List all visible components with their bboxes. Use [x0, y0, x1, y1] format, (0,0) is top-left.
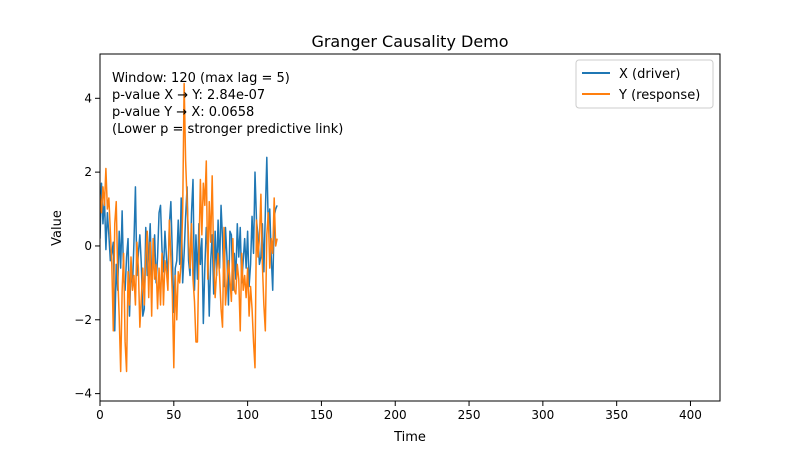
x-tick-label: 300: [531, 408, 554, 422]
x-tick-label: 200: [384, 408, 407, 422]
plot-frame: [99, 53, 721, 402]
series-line-1: [100, 156, 278, 332]
annotation-line-3: p-value Y → X: 0.0658: [112, 105, 254, 120]
annotation-line-2: p-value X → Y: 2.84e-07: [112, 88, 265, 103]
chart-title: Granger Causality Demo: [311, 32, 508, 51]
series-lines: [100, 82, 278, 373]
legend-label-1: X (driver): [619, 67, 680, 82]
annotation-line-4: (Lower p = stronger predictive link): [112, 122, 343, 137]
x-tick-label: 50: [166, 408, 181, 422]
x-tick-label: 100: [236, 408, 259, 422]
x-tick-label: 0: [96, 408, 104, 422]
y-tick-label: 0: [84, 239, 92, 253]
x-axis-label: Time: [393, 430, 426, 445]
x-tick-label: 250: [458, 408, 481, 422]
legend-box: [575, 59, 714, 109]
y-tick-label: −2: [74, 313, 92, 327]
x-tick-label: 400: [679, 408, 702, 422]
x-tick-label: 350: [605, 408, 628, 422]
y-tick-label: 4: [84, 91, 92, 105]
series-line-2: [100, 82, 278, 373]
x-axis: 0 50 100 150 200 250 300 350 400: [96, 401, 702, 422]
stats-annotation: Window: 120 (max lag = 5) p-value X → Y: …: [112, 71, 343, 137]
y-tick-label: 2: [84, 165, 92, 179]
legend: X (driver) Y (response): [575, 59, 714, 109]
legend-label-2: Y (response): [618, 88, 700, 103]
y-axis-label: Value: [50, 210, 65, 246]
x-tick-label: 150: [310, 408, 333, 422]
annotation-line-1: Window: 120 (max lag = 5): [112, 71, 290, 86]
y-axis: −4 −2 0 2 4: [74, 91, 100, 401]
y-tick-label: −4: [74, 387, 92, 401]
